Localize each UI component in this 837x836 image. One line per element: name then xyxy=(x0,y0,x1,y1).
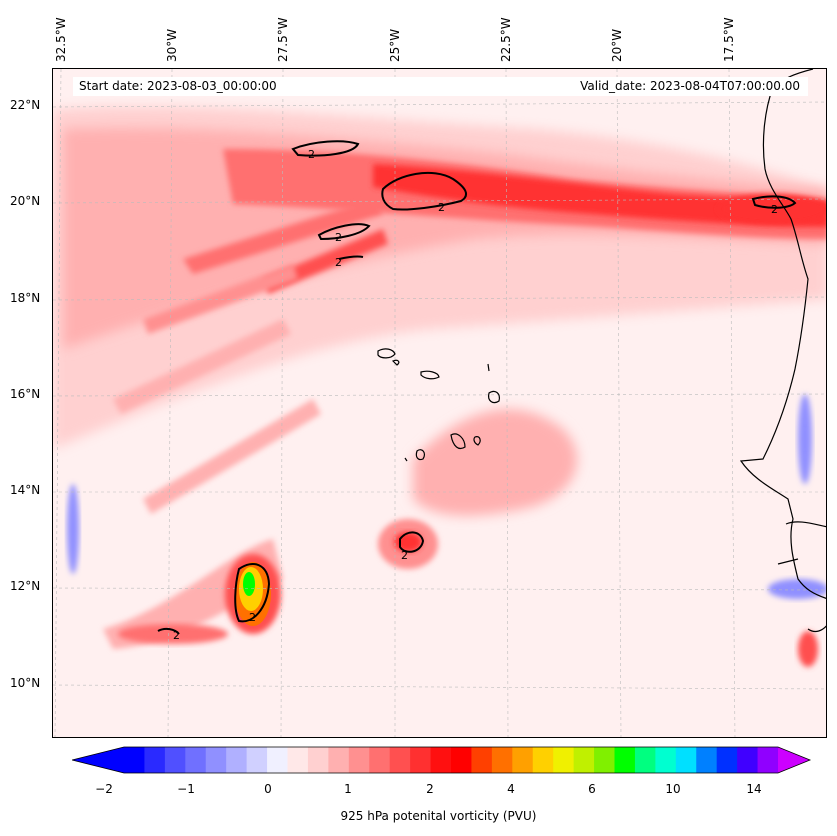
coastline xyxy=(739,69,826,633)
cb-tick-8: 14 xyxy=(746,782,762,796)
contour-label-5: 2 xyxy=(771,203,778,216)
lat-label-12n: 12°N xyxy=(10,579,41,593)
colorbar-swatch xyxy=(491,747,513,773)
colorbar-swatch xyxy=(205,747,227,773)
colorbar-swatch xyxy=(471,747,493,773)
lat-label-16n: 16°N xyxy=(10,387,41,401)
colorbar-over-arrow xyxy=(778,747,810,773)
cape-verde-islands xyxy=(377,348,500,462)
lat-label-18n: 18°N xyxy=(10,291,41,305)
lat-label-14n: 14°N xyxy=(10,483,41,497)
lon-label-30w: 30°W xyxy=(165,28,179,62)
colorbar-swatch xyxy=(348,747,370,773)
colorbar-swatch xyxy=(389,747,411,773)
colorbar-swatch xyxy=(287,747,309,773)
colorbar-swatch xyxy=(655,747,677,773)
colorbar-swatch xyxy=(594,747,615,773)
lon-label-27-5w: 27.5°W xyxy=(276,17,290,62)
pv-field-map: 2 2 2 2 2 2 2 2 xyxy=(53,69,826,737)
colorbar-under-arrow xyxy=(72,747,124,773)
contour-label-3: 2 xyxy=(335,231,342,244)
colorbar-swatch xyxy=(573,747,595,773)
cb-tick-6: 6 xyxy=(588,782,596,796)
colorbar-swatch xyxy=(757,747,779,773)
contour-label-7: 2 xyxy=(249,611,256,624)
cb-tick-4: 2 xyxy=(426,782,434,796)
lat-label-20n: 20°N xyxy=(10,194,41,208)
cb-tick-2: 0 xyxy=(264,782,272,796)
lat-label-10n: 10°N xyxy=(10,676,41,690)
colorbar-swatch xyxy=(716,747,738,773)
colorbar-swatch xyxy=(675,747,697,773)
colorbar-label: 925 hPa potenital vorticity (PVU) xyxy=(340,809,537,823)
cb-tick-5: 4 xyxy=(507,782,515,796)
graticule xyxy=(53,69,826,737)
contour-label-6: 2 xyxy=(401,549,408,562)
contour-labels: 2 2 2 2 2 2 2 2 xyxy=(173,148,778,642)
lat-label-22n: 22°N xyxy=(10,98,41,112)
colorbar-swatch xyxy=(144,747,166,773)
map-panel: 2 2 2 2 2 2 2 2 Start xyxy=(52,68,827,738)
pv-shading xyxy=(53,106,826,667)
colorbar-swatch xyxy=(185,747,207,773)
cb-tick-7: 10 xyxy=(665,782,681,796)
contour-label-8: 2 xyxy=(173,629,180,642)
cb-tick-1: −1 xyxy=(177,782,195,796)
contour-2pvu xyxy=(157,140,797,635)
colorbar-swatch xyxy=(553,747,575,773)
colorbar-swatch xyxy=(246,747,268,773)
lon-label-25w: 25°W xyxy=(388,28,402,62)
colorbar-swatch xyxy=(267,747,288,773)
start-date: Start date: 2023-08-03_00:00:00 xyxy=(79,79,277,93)
colorbar-swatch xyxy=(307,747,329,773)
lon-label-22-5w: 22.5°W xyxy=(499,17,513,62)
valid-date: Valid_date: 2023-08-04T07:00:00.00 xyxy=(580,79,800,93)
colorbar-swatch xyxy=(614,747,636,773)
contour-label-2: 2 xyxy=(438,201,445,214)
cb-tick-0: −2 xyxy=(95,782,113,796)
colorbar-swatch xyxy=(696,747,718,773)
colorbar-swatch xyxy=(124,747,145,773)
colorbar-swatch xyxy=(369,747,391,773)
colorbar-swatch xyxy=(737,747,759,773)
lon-label-32-5w: 32.5°W xyxy=(54,17,68,62)
colorbar-swatch xyxy=(512,747,534,773)
colorbar xyxy=(72,746,812,774)
colorbar-swatch xyxy=(532,747,554,773)
date-banner: Start date: 2023-08-03_00:00:00 Valid_da… xyxy=(73,77,808,96)
contour-label-1: 2 xyxy=(308,148,315,161)
lon-label-17-5w: 17.5°W xyxy=(722,17,736,62)
cb-tick-3: 1 xyxy=(344,782,352,796)
colorbar-swatch xyxy=(226,747,248,773)
lon-label-20w: 20°W xyxy=(610,28,624,62)
contour-label-4: 2 xyxy=(335,256,342,269)
colorbar-swatch xyxy=(410,747,432,773)
colorbar-swatch xyxy=(328,747,350,773)
colorbar-outline xyxy=(72,746,812,774)
colorbar-swatch xyxy=(430,747,452,773)
colorbar-swatch xyxy=(634,747,656,773)
colorbar-swatch xyxy=(164,747,186,773)
colorbar-swatch xyxy=(451,747,472,773)
